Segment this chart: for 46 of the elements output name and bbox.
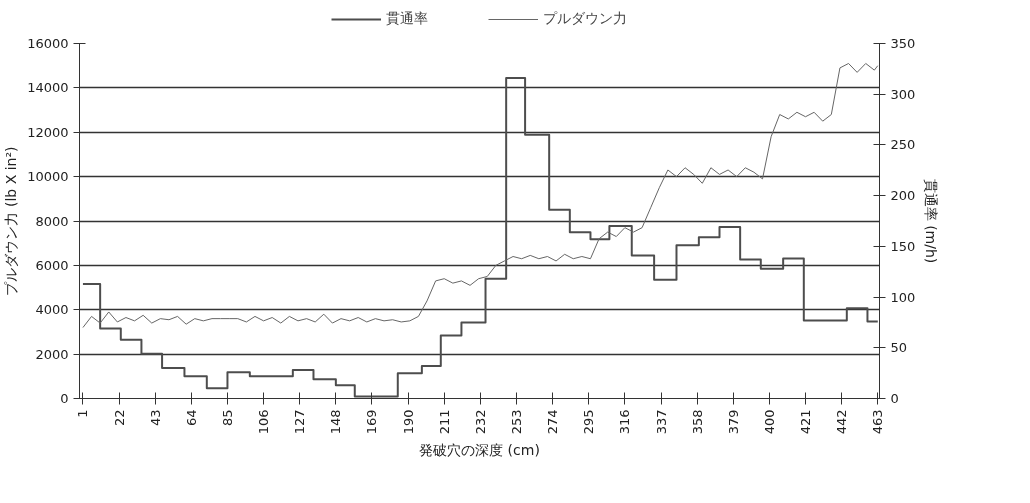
x-tick-label: 211	[436, 409, 452, 435]
x-tick-label: 337	[653, 409, 669, 435]
y2-tick-label: 200	[890, 188, 916, 204]
y2-axis-title: 貫通率 (m/h)	[923, 178, 940, 264]
y-tick-label: 14000	[27, 80, 69, 96]
y2-tick-label: 0	[890, 391, 899, 406]
x-tick-label: 400	[761, 409, 777, 435]
x-tick-label: 442	[834, 409, 850, 435]
x-tick-label: 253	[508, 409, 524, 435]
y-tick-label: 12000	[27, 124, 69, 140]
x-tick-label: 148	[328, 409, 344, 435]
x-tick-label: 43	[147, 409, 163, 427]
y-tick-label: 8000	[35, 213, 69, 229]
legend-label: プルダウン力	[543, 10, 627, 28]
y-tick-label: 10000	[27, 169, 69, 185]
legend-label: 貫通率	[386, 10, 428, 28]
y2-tick-label: 250	[890, 137, 916, 153]
y2-tick-label: 100	[890, 289, 916, 305]
x-tick-label: 1	[75, 409, 91, 418]
x-tick-label: 358	[689, 409, 705, 435]
x-tick-label: 106	[256, 409, 272, 435]
y-tick-label: 6000	[35, 257, 69, 273]
y-tick-label: 0	[60, 391, 69, 406]
line-series	[82, 62, 879, 328]
y2-tick-label: 300	[890, 86, 916, 102]
x-tick-label: 379	[725, 409, 741, 435]
x-tick-label: 274	[545, 409, 561, 435]
x-axis-title: 発破穴の深度 (cm)	[419, 442, 540, 459]
y2-tick-label: 150	[890, 238, 916, 254]
x-tick-label: 190	[400, 409, 416, 435]
x-tick-label: 295	[581, 409, 597, 435]
y2-tick-label: 50	[890, 340, 908, 356]
x-tick-label: 169	[364, 409, 380, 435]
y-tick-label: 2000	[35, 346, 69, 362]
y-tick-label: 16000	[27, 36, 69, 51]
x-tick-label: 232	[472, 409, 488, 435]
x-tick-label: 316	[617, 409, 633, 435]
x-tick-label: 127	[292, 409, 308, 435]
y-tick-label: 4000	[35, 302, 69, 318]
x-tick-label: 85	[219, 409, 235, 427]
x-tick-label: 463	[870, 409, 886, 435]
y2-tick-label: 350	[890, 36, 916, 51]
x-tick-label: 64	[183, 409, 199, 427]
x-tick-label: 22	[111, 409, 127, 427]
x-tick-label: 421	[798, 409, 814, 435]
y-axis-title: プルダウン力 (lb X in²)	[3, 146, 20, 296]
